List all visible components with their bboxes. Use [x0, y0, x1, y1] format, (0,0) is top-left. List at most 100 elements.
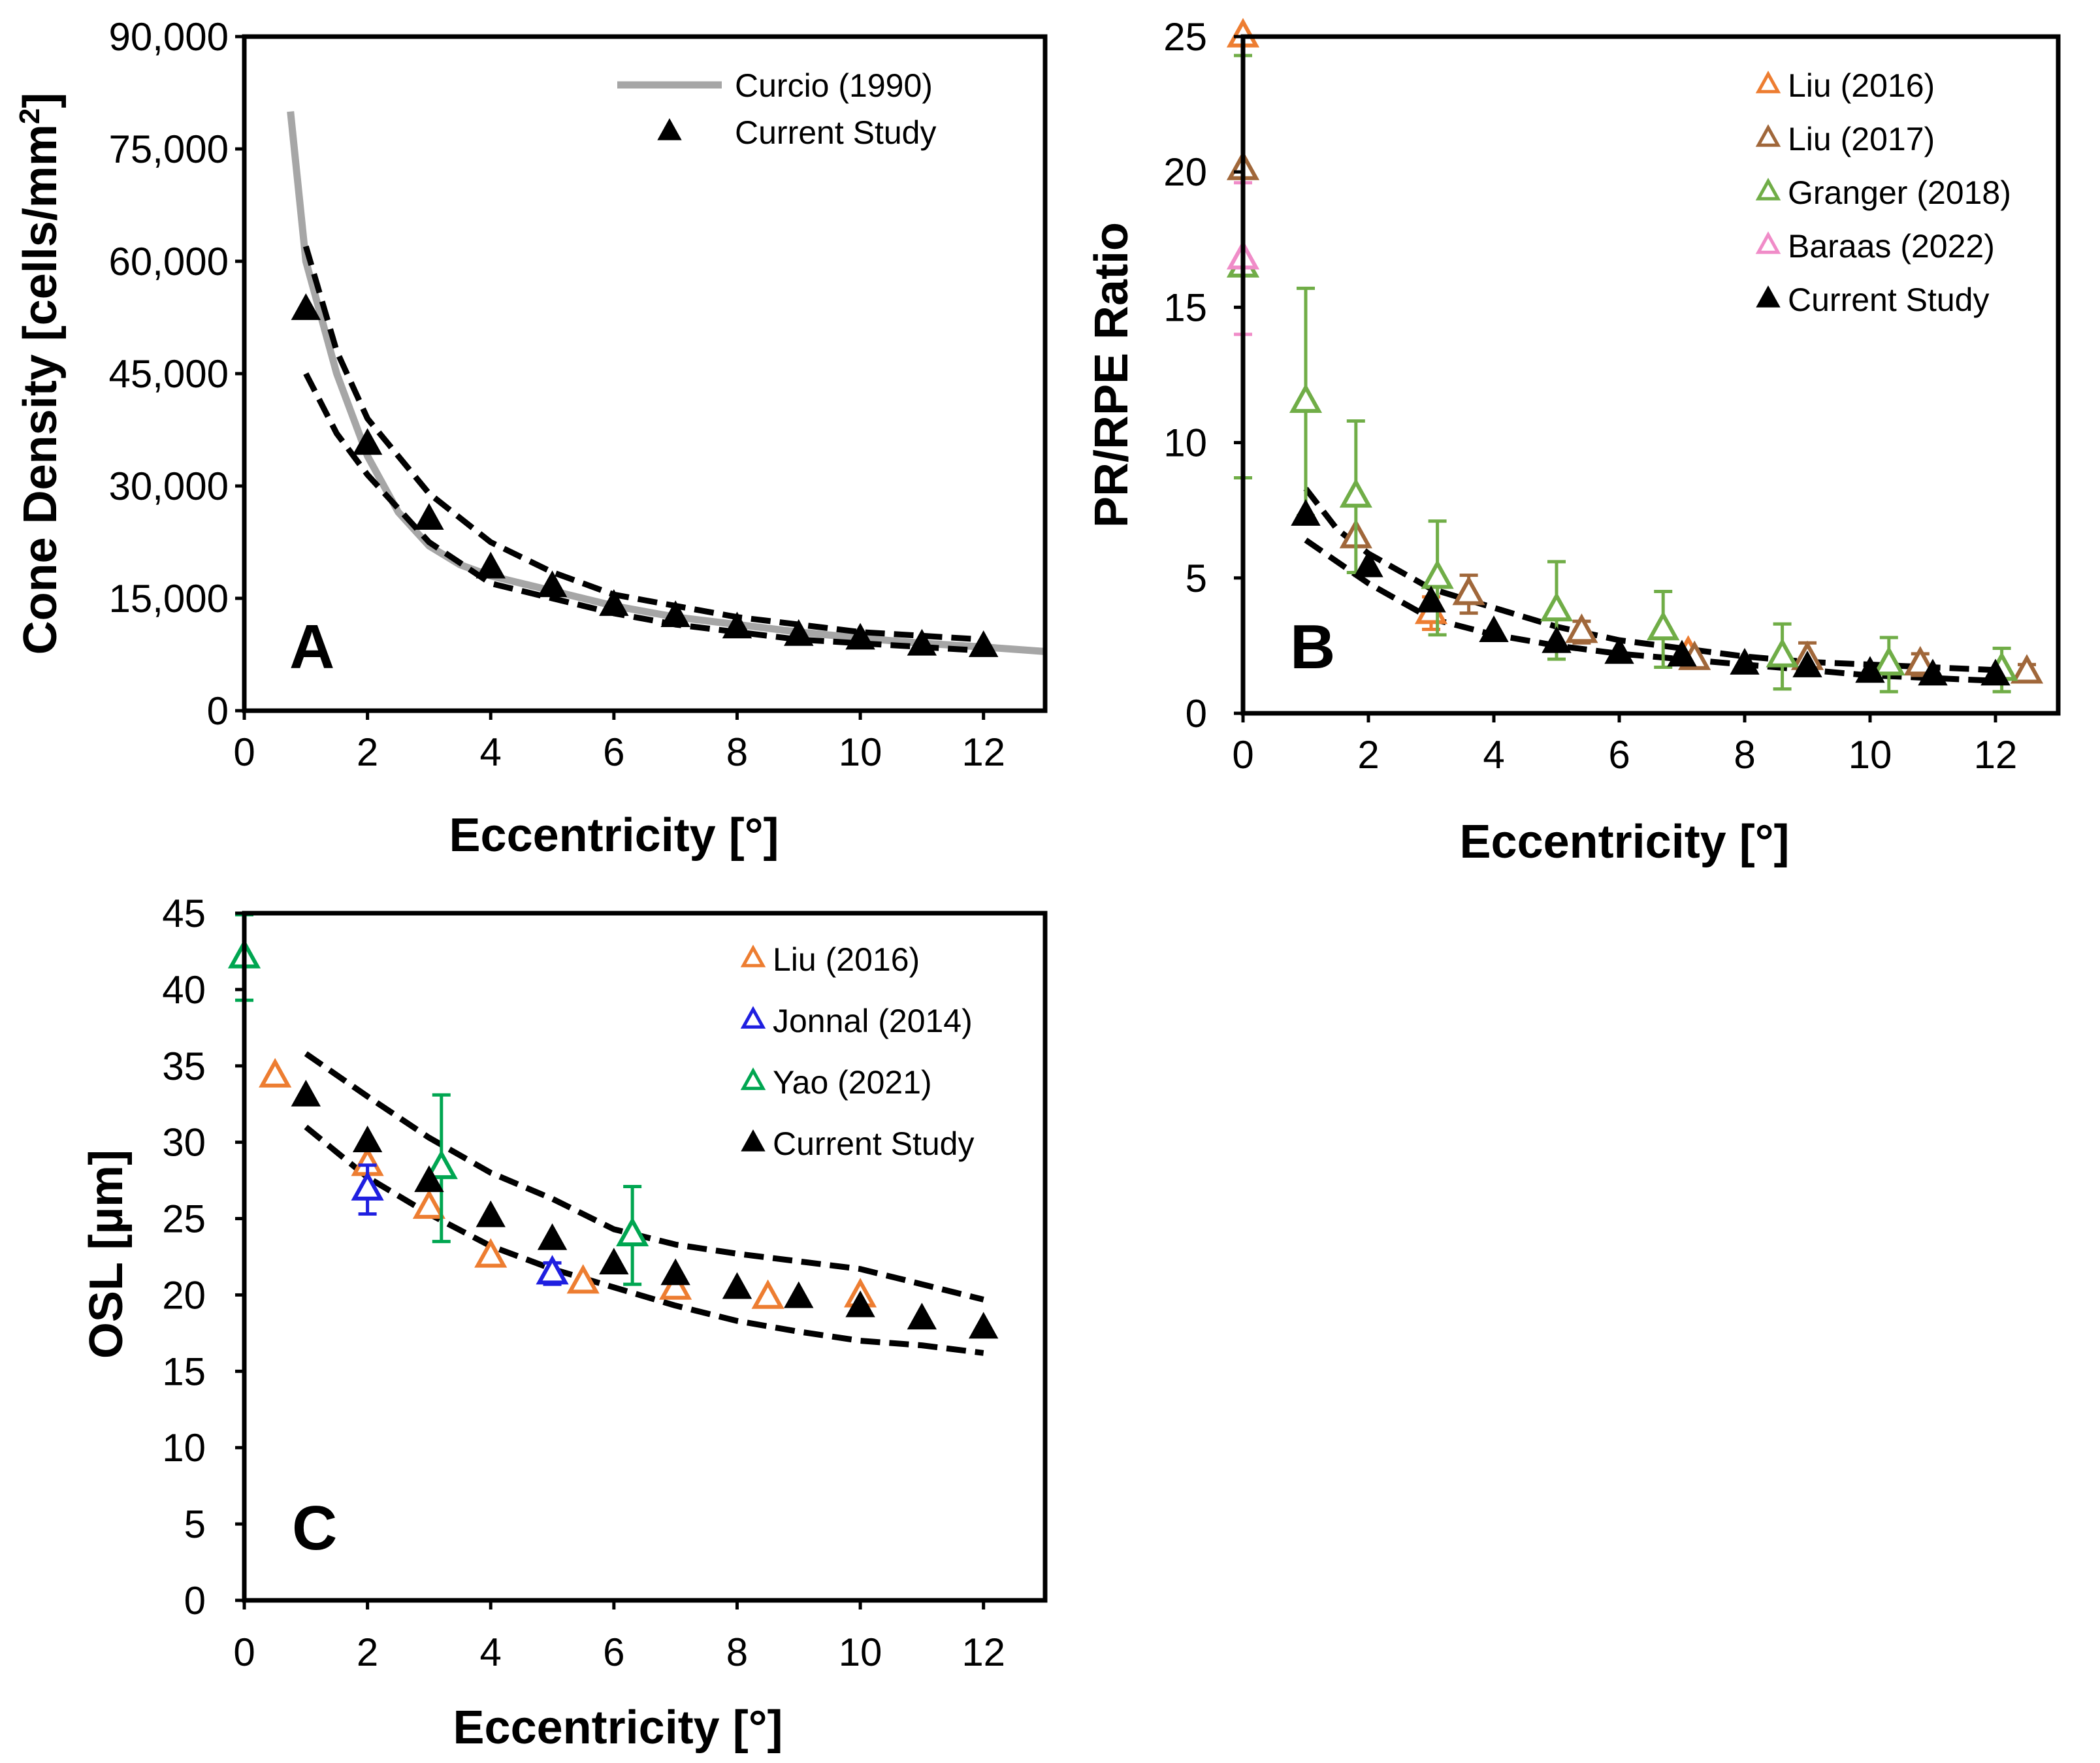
panel-a-point-current-study — [352, 428, 383, 455]
panel-a-point-current-study — [537, 570, 568, 598]
panel-b-legend: Liu (2016) Liu (2017) Granger (2018) Baraas… — [1755, 67, 2011, 318]
panel-b-point-current-study — [1730, 647, 1760, 675]
panel-a-legend-label-curcio-1990: Curcio (1990) — [735, 67, 933, 104]
panel-c-y-tick-label: 35 — [162, 1044, 206, 1088]
panel-b-point-granger-2018 — [1421, 559, 1454, 589]
panel-a-y-tick-label: 0 — [207, 689, 229, 733]
panel-b-y-tick-label: 20 — [1163, 150, 1207, 194]
panel-c-point-yao-2021 — [616, 1216, 649, 1246]
panel-b-legend-swatch-baraas-2022 — [1755, 231, 1781, 254]
panel-b-point-current-study — [1479, 615, 1509, 643]
panel-c-legend: Liu (2016) Jonnal (2014) Yao (2021) Current… — [740, 941, 974, 1162]
panel-a-y-tick-label: 45,000 — [108, 352, 229, 396]
panel-a-y-axis-title: Cone Density [cells/mm2] — [14, 93, 67, 655]
panel-b-letter: B — [1290, 612, 1335, 682]
panel-a-y-axis-title-end: ] — [14, 93, 67, 108]
panel-c-point-current-study — [784, 1281, 814, 1308]
panel-c-ticks: 0 2 4 6 8 10 12 0 5 10 15 20 25 30 35 40 45 — [162, 892, 1005, 1674]
panel-b-legend-swatch-granger-2018 — [1755, 178, 1781, 201]
panel-c-point-liu-2016 — [259, 1058, 292, 1088]
panel-a-point-current-study — [660, 600, 690, 628]
panel-a-x-tick-label: 10 — [839, 730, 882, 774]
panel-c-y-tick-label: 40 — [162, 968, 206, 1012]
panel-b-x-tick-label: 2 — [1357, 733, 1379, 777]
panel-c-plot-layer — [227, 913, 999, 1356]
panel-c-legend-label-current-study: Current Study — [773, 1125, 974, 1162]
panel-c-point-liu-2016 — [751, 1279, 784, 1309]
panel-a-y-axis-title-main: Cone Density [cells/mm — [14, 124, 67, 655]
panel-c-point-current-study — [907, 1302, 937, 1330]
panel-b-legend-label-current-study: Current Study — [1788, 282, 1989, 318]
panel-c-point-current-study — [291, 1080, 321, 1107]
panel-a-point-current-study — [907, 628, 937, 656]
panel-a-y-tick-label: 75,000 — [108, 127, 229, 171]
panel-b-point-liu-2017 — [1565, 613, 1598, 643]
panel-a-point-current-study — [599, 589, 629, 616]
panel-c-x-tick-label: 8 — [726, 1630, 748, 1674]
panel-b-y-tick-label: 25 — [1163, 15, 1207, 59]
panel-b-y-tick-label: 5 — [1186, 557, 1207, 600]
panel-c-legend-swatch-current-study — [741, 1129, 766, 1152]
panel-a-point-current-study — [845, 623, 875, 650]
panel-c-legend-swatch-jonnal-2014 — [740, 1006, 766, 1029]
panel-a-letter: A — [289, 612, 334, 682]
panel-c-line-upper-bound — [304, 1051, 984, 1302]
panel-c-point-current-study — [968, 1312, 999, 1339]
panel-b-point-granger-2018 — [1647, 611, 1680, 641]
panel-b-legend-swatch-liu-2017 — [1755, 124, 1781, 147]
panel-b-point-granger-2018 — [1872, 645, 1905, 676]
panel-a-legend-label-current-study: Current Study — [735, 114, 936, 151]
panel-c-y-tick-label: 15 — [162, 1350, 206, 1393]
panel-c-x-tick-label: 4 — [480, 1630, 502, 1674]
panel-a-x-tick-label: 12 — [961, 730, 1005, 774]
panel-b-y-tick-label: 0 — [1186, 692, 1207, 736]
panel-c-letter: C — [292, 1493, 337, 1563]
panel-c-point-liu-2016 — [474, 1238, 508, 1268]
panel-c-point-current-study — [414, 1165, 444, 1192]
panel-c-point-current-study — [352, 1125, 383, 1153]
panel-c-frame — [242, 911, 1048, 1603]
panel-c-point-current-study — [476, 1200, 506, 1227]
panel-b-point-current-study — [1918, 658, 1948, 686]
panel-c-point-yao-2021 — [425, 1149, 458, 1180]
panel-b-ticks: 0 2 4 6 8 10 12 0 5 10 15 20 25 — [1163, 15, 2017, 777]
panel-c-y-tick-label: 30 — [162, 1121, 206, 1165]
panel-c-point-liu-2016 — [659, 1270, 692, 1300]
panel-b-x-axis-title: Eccentricity [°] — [1460, 816, 1790, 868]
panel-b-plot-layer — [1226, 18, 2044, 694]
panel-b-legend-label-baraas-2022: Baraas (2022) — [1788, 228, 1995, 265]
panel-c-x-tick-label: 2 — [357, 1630, 378, 1674]
panel-c-point-jonnal-2014 — [536, 1255, 569, 1285]
panel-b-x-tick-label: 8 — [1734, 733, 1755, 777]
panel-c-legend-label-liu-2016: Liu (2016) — [773, 941, 920, 978]
panel-c-y-tick-label: 0 — [184, 1579, 206, 1623]
panel-b-y-axis-title: PR/RPE Ratio — [1086, 222, 1138, 528]
panel-a-y-tick-label: 15,000 — [108, 577, 229, 621]
panel-b-point-current-study — [1353, 550, 1383, 577]
panel-c-y-tick-label: 25 — [162, 1197, 206, 1241]
panel-c-y-tick-label: 20 — [162, 1273, 206, 1317]
panel-b-point-current-study — [1667, 639, 1697, 667]
panel-c-x-axis-title: Eccentricity [°] — [453, 1702, 783, 1754]
panel-b-point-current-study — [1792, 651, 1822, 677]
panel-b-point-current-study — [1542, 626, 1572, 653]
panel-b-point-granger-2018 — [1540, 592, 1574, 622]
panel-b-point-granger-2018 — [1766, 638, 1799, 668]
panel-a-point-current-study — [968, 630, 999, 657]
panel-b-x-tick-label: 10 — [1849, 733, 1892, 777]
panel-c: 0 2 4 6 8 10 12 0 5 10 15 20 25 30 35 40 45 C Liu (2016)… — [80, 892, 1048, 1754]
panel-b-legend-label-liu-2017: Liu (2017) — [1788, 121, 1935, 157]
panel-b-point-liu-2017 — [1452, 575, 1485, 606]
panel-b-legend-label-liu-2016: Liu (2016) — [1788, 67, 1935, 104]
panel-a-y-tick-label: 90,000 — [108, 15, 229, 59]
panel-a-point-current-study — [722, 611, 752, 639]
panel-b-legend-swatch-current-study — [1756, 285, 1781, 308]
panel-b-x-tick-label: 0 — [1232, 733, 1253, 777]
panel-c-line-lower-bound — [304, 1124, 984, 1356]
panel-c-legend-swatch-yao-2021 — [740, 1067, 766, 1090]
panel-a-point-current-study — [291, 293, 321, 320]
panel-c-legend-label-yao-2021: Yao (2021) — [773, 1064, 932, 1101]
panel-c-y-axis-title: OSL [µm] — [80, 1150, 133, 1359]
panel-b-point-liu-2017 — [1903, 645, 1937, 676]
